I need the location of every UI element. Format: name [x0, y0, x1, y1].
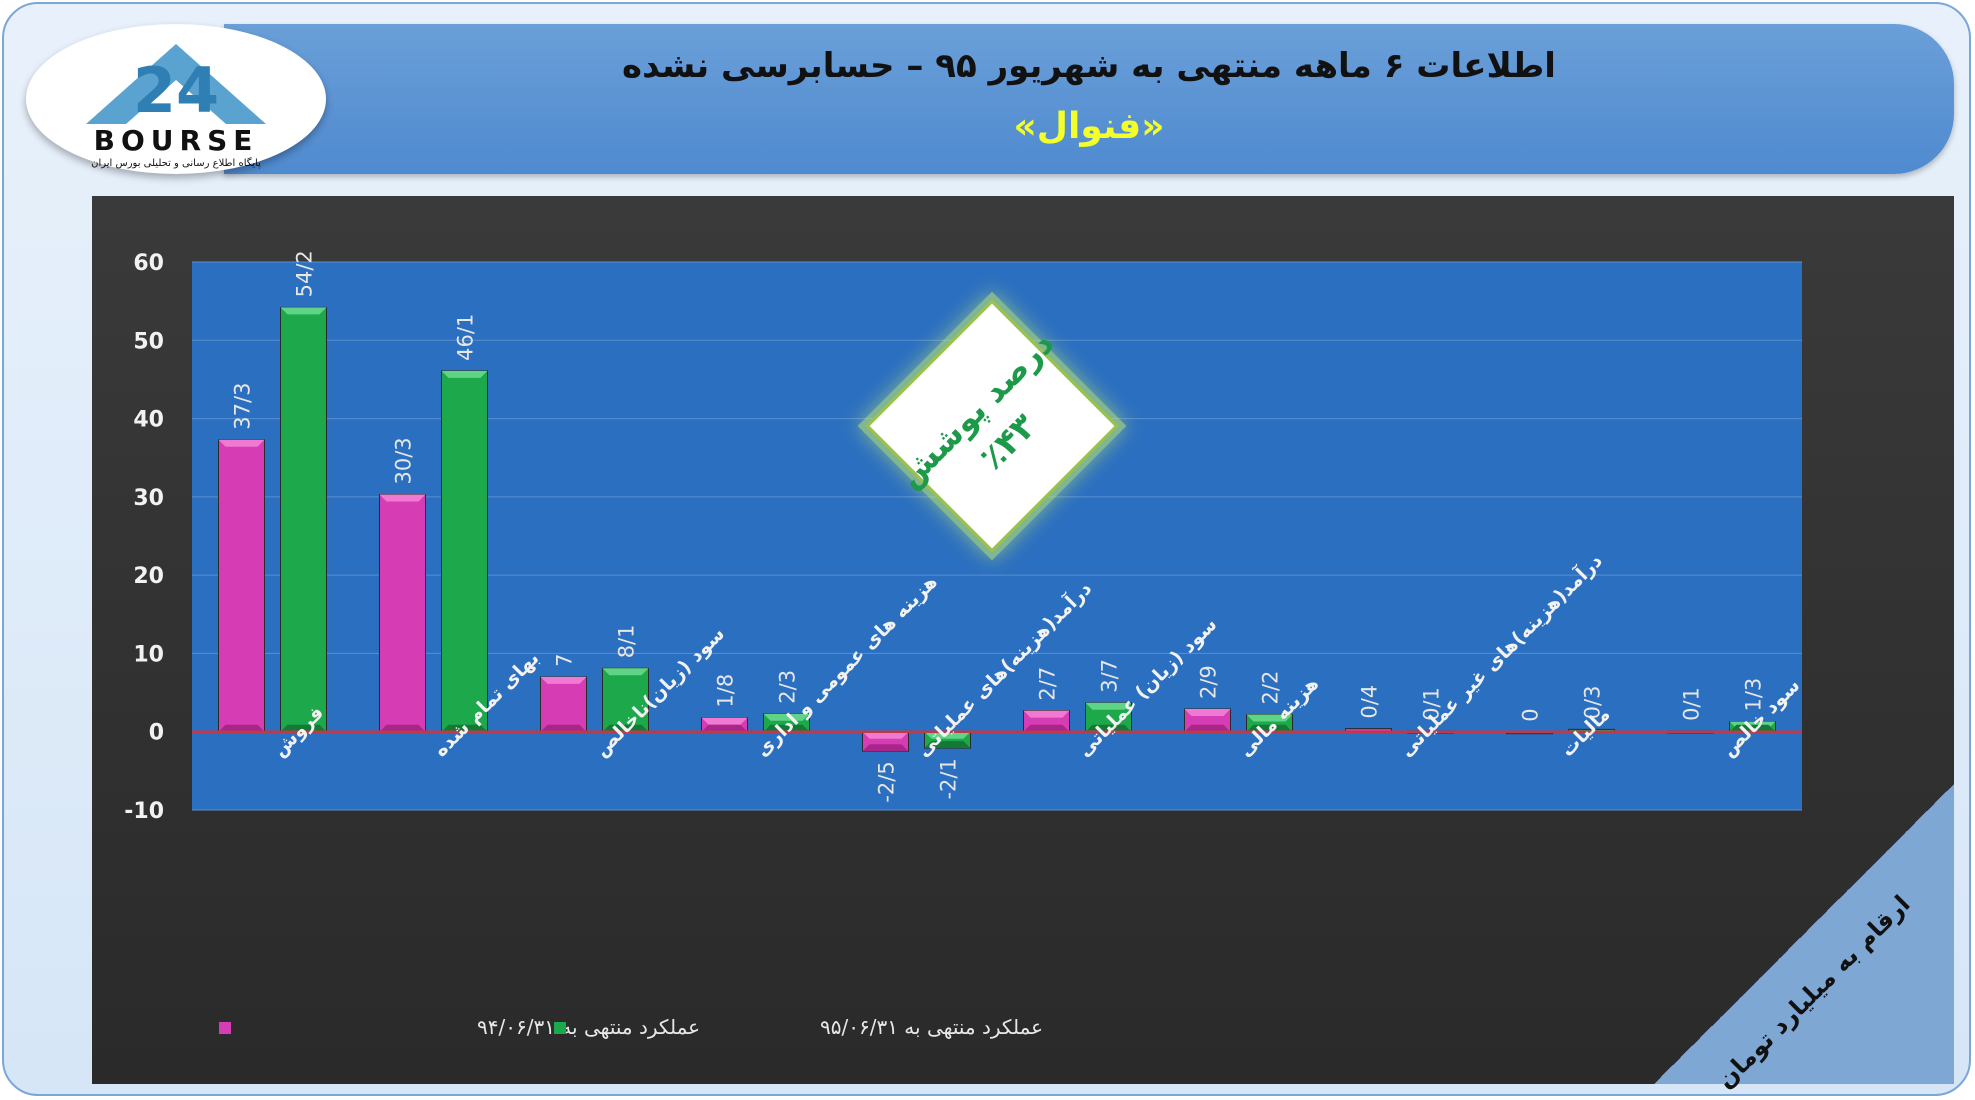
- bar-bevel: [862, 731, 909, 739]
- legend-swatch-1: [219, 1022, 231, 1034]
- legend: عملکرد منتهی به ۹۴/۰۶/۳۱ عملکرد منتهی به…: [219, 1015, 1043, 1039]
- data-label: 2/2: [1259, 671, 1283, 705]
- data-label: -2/1: [937, 758, 961, 799]
- y-tick-label: 60: [133, 251, 164, 276]
- company-name: «فنوال»: [1013, 106, 1165, 147]
- bar-bevel: [1246, 724, 1293, 732]
- bar-chart: -10 0 10 20 30 40 50 60 37/3 54/2 30/3 46/1 7 8/1 1/8…: [124, 250, 1804, 1039]
- bar-group: [763, 713, 810, 733]
- bar: [379, 494, 426, 733]
- data-label: 46/1: [454, 314, 478, 361]
- bar-bevel: [862, 744, 909, 752]
- bar-bevel: [441, 724, 488, 732]
- bar: [280, 306, 327, 733]
- data-label: 30/3: [392, 437, 416, 484]
- bar-bevel: [701, 717, 748, 725]
- data-label: 0/1: [1680, 687, 1704, 721]
- y-tick-label: 40: [133, 408, 164, 433]
- bar-group: [862, 731, 909, 752]
- y-tick-label: 30: [133, 486, 164, 511]
- legend-item-1: عملکرد منتهی به ۹۴/۰۶/۳۱: [219, 1015, 700, 1039]
- bar-bevel: [540, 676, 587, 684]
- y-tick-label: 10: [133, 642, 164, 667]
- bar-bevel: [1246, 714, 1293, 722]
- units-note: ارقام به میلیارد تومان: [1711, 889, 1916, 1095]
- bar-bevel: [218, 724, 265, 732]
- bar-bevel: [379, 494, 426, 502]
- bar-group: [379, 494, 426, 733]
- bar-bevel: [379, 724, 426, 732]
- data-label: 0: [1519, 708, 1543, 721]
- data-label: 8/1: [615, 625, 639, 659]
- bar-group: [540, 676, 587, 733]
- data-label: 54/2: [293, 250, 317, 297]
- data-label: 1/8: [714, 674, 738, 708]
- bar-group: [701, 717, 748, 733]
- units-corner: ارقام به میلیارد تومان: [1654, 784, 1954, 1094]
- bar-bevel: [280, 724, 327, 732]
- page-title: اطلاعات ۶ ماهه منتهی به شهریور ۹۵ – حساب…: [622, 46, 1556, 86]
- data-label: 7: [553, 654, 577, 667]
- bar-bevel: [1085, 724, 1132, 732]
- bourse24-logo: 24 BOURSE پایگاه اطلاع رسانی و تحلیلی بو…: [26, 24, 326, 174]
- data-label: 37/3: [231, 383, 255, 430]
- bar-bevel: [1085, 702, 1132, 710]
- y-tick-label: 20: [133, 564, 164, 589]
- bar-bevel: [1184, 724, 1231, 732]
- y-axis-ticks: -10 0 10 20 30 40 50 60: [124, 251, 164, 824]
- bar-bevel: [540, 724, 587, 732]
- bar-group: [218, 439, 265, 733]
- logo-mark-icon: 24: [86, 44, 266, 127]
- bar-bevel: [602, 724, 649, 732]
- legend-swatch-2: [554, 1022, 566, 1034]
- logo-brand-text: BOURSE: [93, 124, 259, 157]
- logo-subtitle: پایگاه اطلاع رسانی و تحلیلی بورس ایران: [91, 158, 261, 169]
- bar-group: [1023, 710, 1070, 733]
- chart-panel: -10 0 10 20 30 40 50 60 37/3 54/2 30/3 46/1 7 8/1 1/8…: [92, 196, 1954, 1094]
- bar-bevel: [924, 731, 971, 739]
- bar-bevel: [602, 668, 649, 676]
- bar-bevel: [763, 713, 810, 721]
- data-label: 0/4: [1358, 685, 1382, 719]
- bar-group: [441, 370, 488, 733]
- legend-label-1: عملکرد منتهی به ۹۴/۰۶/۳۱: [477, 1015, 700, 1039]
- data-label: 1/3: [1742, 678, 1766, 712]
- bars: 37/3 54/2 30/3 46/1 7 8/1 1/8 2/3 -2/5 -2/1 2/7 3/7…: [218, 250, 1776, 803]
- bar-group: [1729, 721, 1776, 733]
- bar-group: [924, 731, 971, 749]
- data-label: 2/3: [776, 670, 800, 704]
- bar-bevel: [1023, 724, 1070, 732]
- data-label: -2/5: [875, 761, 899, 802]
- bar-group: [1085, 702, 1132, 733]
- bar: [218, 439, 265, 733]
- bar-bevel: [763, 724, 810, 732]
- bar-bevel: [1729, 724, 1776, 732]
- data-label: 2/7: [1036, 667, 1060, 701]
- y-tick-label: -10: [124, 799, 164, 824]
- header-banner: اطلاعات ۶ ماهه منتهی به شهریور ۹۵ – حساب…: [224, 24, 1954, 174]
- bar-bevel: [280, 307, 327, 315]
- bar: [540, 676, 587, 733]
- data-label: 0/3: [1581, 686, 1605, 720]
- bar-bevel: [1023, 710, 1070, 718]
- data-label: 2/9: [1197, 665, 1221, 699]
- bar-group: [1184, 708, 1231, 733]
- bar-bevel: [218, 439, 265, 447]
- bar-group: [280, 306, 327, 733]
- bar-bevel: [924, 741, 971, 749]
- y-tick-label: 50: [133, 329, 164, 354]
- logo-number: 24: [133, 54, 219, 127]
- data-label: 3/7: [1098, 659, 1122, 693]
- y-tick-label: 0: [149, 721, 164, 746]
- legend-label-2: عملکرد منتهی به ۹۵/۰۶/۳۱: [820, 1015, 1043, 1039]
- bar-bevel: [701, 724, 748, 732]
- bar-bevel: [441, 370, 488, 378]
- data-label: 0/1: [1420, 687, 1444, 721]
- bar-group: [602, 667, 649, 733]
- bar-group: [1246, 713, 1293, 733]
- legend-item-2: عملکرد منتهی به ۹۵/۰۶/۳۱: [554, 1015, 1043, 1039]
- bar: [441, 370, 488, 733]
- bar-bevel: [1184, 709, 1231, 717]
